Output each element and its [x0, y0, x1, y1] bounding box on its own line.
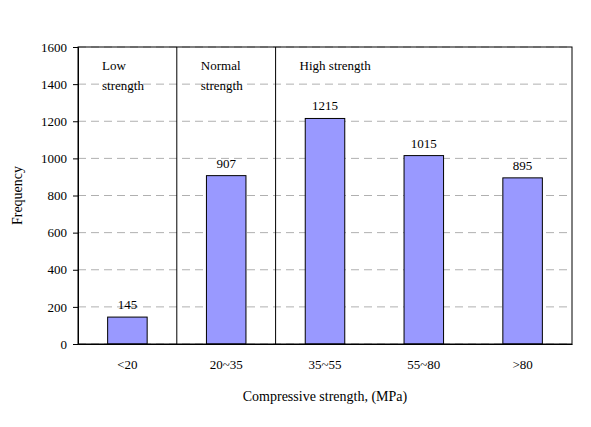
- y-tick: 600: [48, 225, 79, 240]
- bar: [206, 176, 246, 344]
- y-tick-label: 1600: [41, 40, 67, 55]
- bar: [108, 317, 148, 344]
- data-label: 895: [513, 158, 533, 173]
- y-tick: 0: [61, 337, 79, 352]
- y-tick: 1000: [41, 151, 78, 166]
- x-axis-title: Compressive strength, (MPa): [243, 389, 408, 405]
- x-tick-label: >80: [512, 357, 532, 372]
- chart: 145 907 1215 1015 895 Lowstrength Normalstreng…: [0, 0, 591, 427]
- y-tick: 800: [48, 188, 79, 203]
- y-tick: 1200: [41, 114, 78, 129]
- x-axis: <20 20~35 35~55 55~80 >80: [79, 344, 573, 372]
- y-tick-label: 800: [48, 188, 68, 203]
- y-tick: 400: [48, 262, 79, 277]
- y-tick-label: 1200: [41, 114, 67, 129]
- x-tick: 55~80: [407, 344, 440, 372]
- y-tick-label: 200: [48, 300, 68, 315]
- y-tick-mark: [73, 158, 78, 159]
- y-tick-mark: [73, 270, 78, 271]
- y-tick: 200: [48, 300, 79, 315]
- x-tick-label: 35~55: [308, 357, 341, 372]
- x-tick-label: 55~80: [407, 357, 440, 372]
- bar: [404, 156, 444, 344]
- y-tick-label: 400: [48, 262, 68, 277]
- y-axis-title: Frequency: [10, 166, 25, 225]
- x-tick-label: <20: [117, 357, 137, 372]
- y-tick: 1400: [41, 77, 78, 92]
- annotation: Lowstrength: [102, 58, 144, 93]
- x-tick: <20: [117, 344, 137, 372]
- y-tick-mark: [73, 233, 78, 234]
- region-separator: [176, 47, 177, 344]
- y-tick-label: 0: [61, 337, 68, 352]
- bars: [108, 118, 543, 344]
- y-tick-mark: [73, 196, 78, 197]
- annotation: Normalstrength: [201, 58, 243, 93]
- annotation: High strength: [300, 58, 372, 73]
- plot: 145 907 1215 1015 895 Lowstrength Normalstreng…: [41, 40, 573, 373]
- grid: [78, 47, 572, 344]
- annotations: Lowstrength Normalstrength High strength: [102, 47, 371, 344]
- x-tick: 35~55: [308, 344, 341, 372]
- data-label: 145: [118, 297, 137, 312]
- data-label: 1015: [411, 136, 437, 151]
- y-tick-mark: [73, 344, 78, 345]
- x-tick: 20~35: [210, 344, 243, 372]
- data-label: 1215: [312, 98, 338, 113]
- y-tick-mark: [73, 47, 78, 48]
- y-tick-mark: [73, 121, 78, 122]
- data-labels: 145 907 1215 1015 895: [118, 98, 533, 312]
- grid-line: [78, 84, 572, 85]
- bar: [503, 178, 543, 344]
- plot-frame: [78, 47, 572, 344]
- y-tick-mark: [73, 307, 78, 308]
- x-tick: >80: [512, 344, 532, 372]
- x-tick-label: 20~35: [210, 357, 243, 372]
- y-tick-label: 1400: [41, 77, 67, 92]
- y-tick-label: 600: [48, 225, 68, 240]
- y-tick-label: 1000: [41, 151, 67, 166]
- y-axis: 0 200 400 600 800 1000 1200 1400 1600: [41, 40, 79, 352]
- bar: [305, 118, 345, 344]
- data-label: 907: [216, 156, 236, 171]
- y-tick: 1600: [41, 40, 78, 55]
- region-separator: [275, 47, 276, 344]
- y-tick-mark: [73, 84, 78, 85]
